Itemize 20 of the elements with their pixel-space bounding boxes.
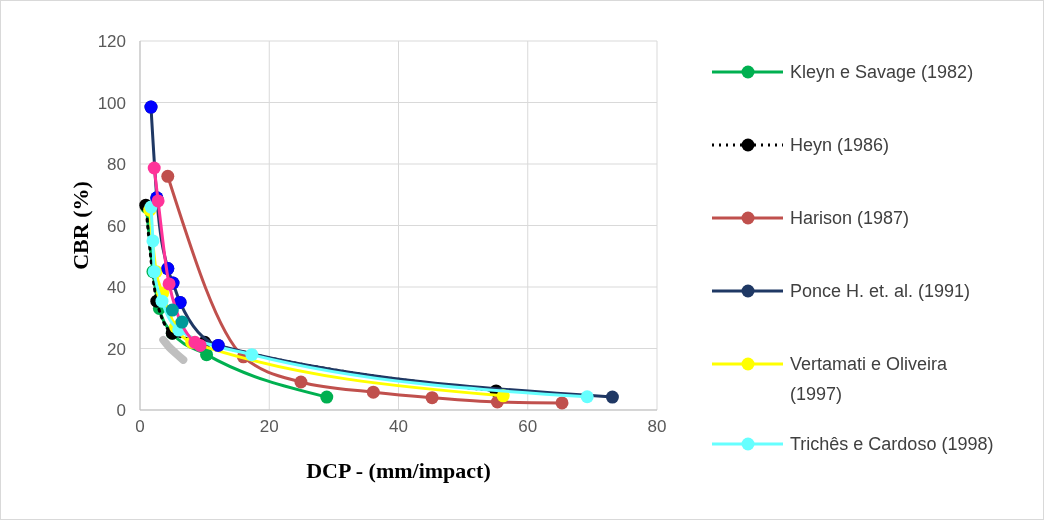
y-tick-label: 0 [116, 401, 126, 420]
x-tick-label: 20 [259, 417, 279, 436]
legend-label: Trichês e Cardoso (1998) [790, 434, 994, 454]
x-tick-label: 60 [518, 417, 538, 436]
y-tick-label: 120 [97, 32, 126, 51]
y-tick-label: 40 [107, 278, 126, 297]
x-tick-label: 0 [135, 417, 145, 436]
legend-label: Ponce H. et. al. (1991) [790, 281, 971, 301]
x-axis-title: DCP - (mm/impact) [306, 458, 491, 483]
x-tick-label: 80 [647, 417, 667, 436]
legend-label: Harison (1987) [790, 208, 910, 228]
y-tick-label: 60 [107, 216, 126, 236]
legend-label: Kleyn e Savage (1982) [790, 62, 974, 82]
x-tick-label: 40 [389, 417, 408, 436]
y-tick-label: 80 [107, 155, 126, 174]
legend-label: Vertamati e Oliveira (1997) [790, 354, 949, 404]
y-tick-label: 20 [107, 339, 126, 359]
y-tick-label: 100 [97, 93, 126, 113]
y-axis-title: CBR (%) [68, 181, 93, 270]
legend-label: Heyn (1986) [790, 135, 890, 155]
